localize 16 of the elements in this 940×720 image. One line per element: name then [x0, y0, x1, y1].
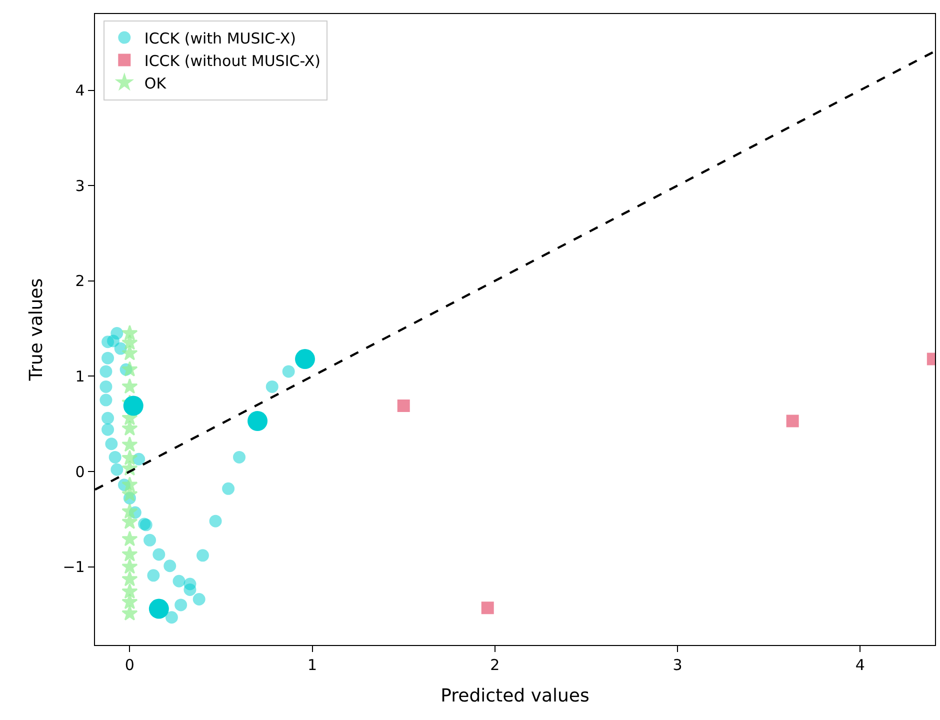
y-tick-label: 2 — [75, 272, 85, 290]
x-tick-label: 1 — [308, 656, 318, 674]
y-axis-title: True values — [26, 278, 47, 382]
x-tick-label: 3 — [672, 656, 682, 674]
x-axis-title: Predicted values — [440, 685, 590, 706]
y-tick-label: 1 — [75, 367, 85, 386]
y-tick-label: 0 — [75, 462, 85, 481]
legend-label: OK — [144, 74, 168, 92]
x-tick-label: 0 — [124, 656, 134, 674]
legend-label: ICCK (with MUSIC-X) — [144, 29, 296, 48]
x-tick-label: 4 — [855, 656, 865, 674]
y-tick-label: 4 — [75, 82, 85, 100]
y-tick-label: −1 — [62, 558, 85, 576]
y-tick-label: 3 — [75, 176, 85, 195]
x-tick-label: 2 — [490, 656, 500, 674]
legend-label: ICCK (without MUSIC-X) — [144, 52, 321, 70]
